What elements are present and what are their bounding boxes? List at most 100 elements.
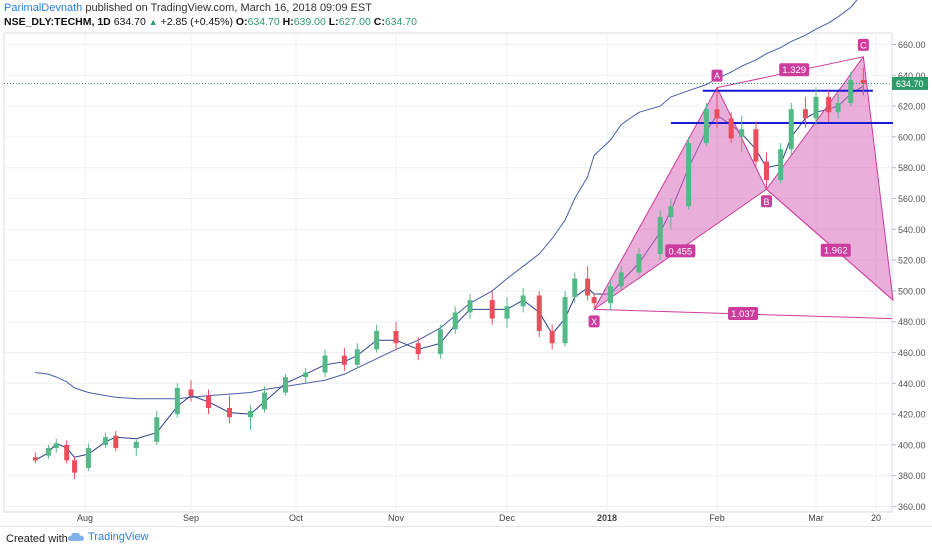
candle-body bbox=[103, 437, 109, 445]
x-tick-label: 20 bbox=[871, 513, 881, 523]
candle-body bbox=[113, 435, 119, 448]
candle-body bbox=[686, 143, 692, 207]
candle-body bbox=[341, 355, 347, 365]
current-price-tag bbox=[892, 76, 928, 90]
tradingview-cloud-icon bbox=[68, 532, 84, 541]
y-tick-label: 460.00 bbox=[898, 348, 926, 358]
candle-body bbox=[467, 300, 473, 313]
candle-body bbox=[452, 312, 458, 330]
candle-body bbox=[728, 118, 734, 139]
pattern-ratio-badge bbox=[728, 307, 759, 320]
y-tick-label: 420.00 bbox=[898, 410, 926, 420]
candle-body bbox=[303, 372, 309, 378]
change-arrow-icon: ▲ bbox=[148, 17, 158, 27]
candle-body bbox=[262, 392, 267, 410]
candle-body bbox=[860, 79, 866, 84]
candle-body bbox=[618, 272, 624, 287]
candle-body bbox=[322, 355, 328, 373]
candle-body bbox=[227, 407, 232, 418]
pattern-point-label: A bbox=[714, 71, 720, 81]
pattern-ratio-label: 1.962 bbox=[824, 246, 848, 257]
y-tick-label: 560.00 bbox=[898, 194, 926, 204]
candle-body bbox=[813, 96, 819, 119]
pattern-ratio-label: 1.037 bbox=[731, 309, 755, 320]
candle-body bbox=[848, 79, 854, 104]
candle-body bbox=[133, 441, 139, 448]
candle-body bbox=[802, 109, 808, 119]
pattern-point-label: X bbox=[591, 317, 597, 327]
high-label: H: bbox=[282, 16, 294, 28]
symbol-header: NSE_DLY:TECHM, 1D 634.70 ▲ +2.85 (+0.45%… bbox=[4, 16, 417, 28]
candle-body bbox=[374, 330, 380, 350]
x-tick-label: Feb bbox=[709, 513, 725, 523]
candle-body bbox=[248, 411, 253, 418]
close-value: 634.70 bbox=[384, 16, 417, 28]
y-tick-label: 580.00 bbox=[898, 163, 926, 173]
footer-bar: Created with TradingView bbox=[0, 526, 932, 551]
high-value: 639.00 bbox=[293, 16, 326, 28]
candle-body bbox=[572, 278, 578, 298]
price-chart[interactable]: 360.00 380.00 400.00 420.00 440.00 460.00 480.… bbox=[0, 0, 932, 526]
y-tick-label: 360.00 bbox=[898, 502, 926, 512]
change-value: +2.85 (+0.45%) bbox=[160, 16, 233, 28]
candle-body bbox=[85, 447, 91, 468]
candle-body bbox=[174, 387, 180, 415]
candle-body bbox=[393, 330, 399, 344]
candle-body bbox=[739, 129, 745, 137]
candle-body bbox=[283, 377, 288, 393]
y-tick-label: 600.00 bbox=[898, 132, 926, 142]
tradingview-link[interactable]: TradingView bbox=[68, 531, 149, 543]
candle-body bbox=[703, 109, 709, 144]
pattern-point-badge bbox=[588, 315, 600, 328]
x-tick-label: Aug bbox=[77, 513, 93, 523]
candle-body bbox=[32, 457, 38, 461]
slow-moving-average-line bbox=[35, 0, 858, 400]
published-text: published on TradingView.com, March 16, … bbox=[85, 2, 372, 14]
candle-body bbox=[64, 444, 70, 461]
candle-body bbox=[188, 389, 194, 396]
candle-body bbox=[591, 297, 597, 304]
y-tick-label: 500.00 bbox=[898, 286, 926, 296]
author-link[interactable]: ParimalDevnath bbox=[4, 2, 83, 14]
candle-body bbox=[826, 96, 832, 113]
y-tick-label: 540.00 bbox=[898, 225, 926, 235]
candle-body bbox=[415, 343, 421, 355]
pattern-point-label: B bbox=[763, 197, 769, 207]
pattern-ratio-label: 1.329 bbox=[782, 65, 806, 76]
y-tick-label: 440.00 bbox=[898, 379, 926, 389]
y-tick-label: 380.00 bbox=[898, 471, 926, 481]
candle-body bbox=[504, 306, 510, 319]
candle-body bbox=[549, 330, 555, 344]
candle-body bbox=[437, 329, 443, 355]
y-tick-label: 640.00 bbox=[898, 71, 926, 81]
candle-body bbox=[154, 417, 160, 442]
candle-body bbox=[585, 278, 591, 296]
candle-body bbox=[536, 295, 542, 331]
pattern-point-badge bbox=[761, 195, 772, 208]
candle-body bbox=[206, 395, 211, 408]
candle-body bbox=[668, 206, 674, 217]
close-label: C: bbox=[373, 16, 385, 28]
y-tick-label: 620.00 bbox=[898, 102, 926, 112]
x-tick-label: 2018 bbox=[597, 513, 617, 523]
x-tick-label: Sep bbox=[183, 513, 199, 523]
candle-body bbox=[354, 349, 360, 365]
low-value: 627.00 bbox=[338, 16, 371, 28]
symbol-label: NSE_DLY:TECHM, 1D bbox=[4, 16, 111, 28]
low-label: L: bbox=[328, 16, 339, 28]
open-label: O: bbox=[235, 16, 248, 28]
candle-body bbox=[489, 300, 495, 319]
candle-body bbox=[778, 149, 784, 181]
candle-body bbox=[835, 103, 841, 113]
pattern-ratio-badge bbox=[820, 243, 851, 257]
publish-header: ParimalDevnath published on TradingView.… bbox=[4, 2, 372, 14]
y-tick-label: 520.00 bbox=[898, 256, 926, 266]
candle-body bbox=[45, 447, 51, 456]
pattern-ratio-label: 0.455 bbox=[668, 246, 692, 257]
tradingview-brand-label: TradingView bbox=[88, 531, 149, 543]
last-price: 634.70 bbox=[113, 16, 146, 28]
x-tick-label: Dec bbox=[499, 513, 516, 523]
x-tick-label: Nov bbox=[388, 513, 405, 523]
created-with-text: Created with bbox=[6, 533, 68, 545]
